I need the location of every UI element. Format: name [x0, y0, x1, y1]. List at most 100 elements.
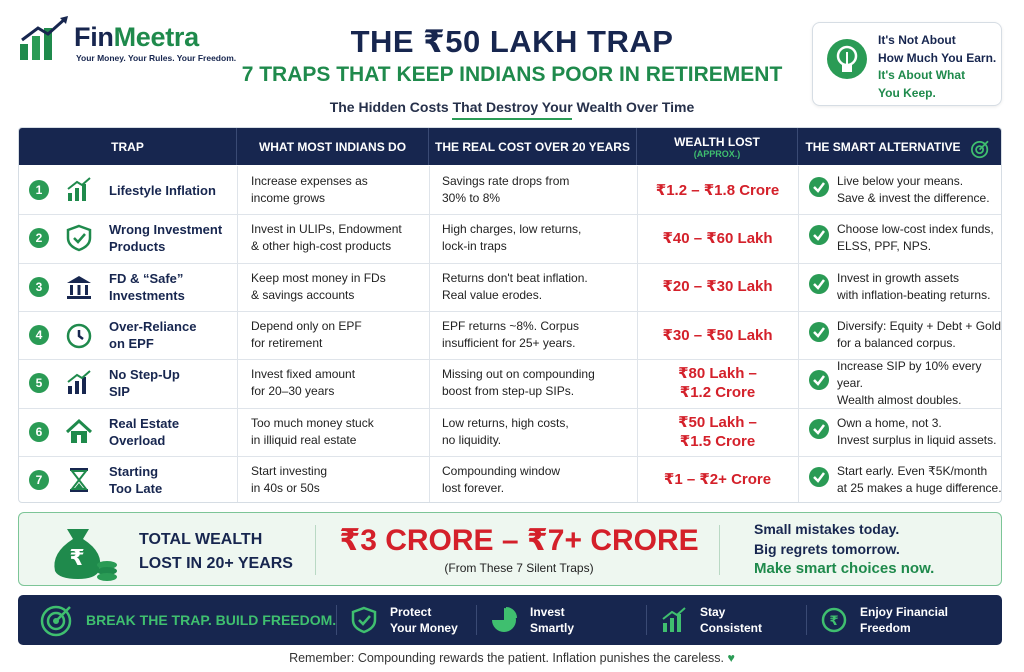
footer-item: Invest Smartly: [530, 604, 574, 636]
subtitle: 7 TRAPS THAT KEEP INDIANS POOR IN RETIRE…: [241, 63, 783, 86]
row-number: 6: [29, 421, 49, 442]
trap-line: Products: [109, 239, 166, 255]
lost-cell: ₹1 – ₹2+ Crore: [637, 456, 798, 502]
bulb-icon: [827, 39, 867, 79]
total-message: Small mistakes today. Big regrets tomorr…: [754, 519, 934, 579]
action-line: Invest fixed amount: [251, 367, 356, 382]
icon-graphic: [67, 177, 91, 202]
svg-text:₹: ₹: [69, 545, 84, 570]
trap-cell: Wrong Investment Products: [109, 214, 239, 262]
alternative-line: with inflation-beating returns.: [837, 287, 991, 302]
footer-icon: [660, 606, 688, 634]
callout-text: It's Not About How Much You Earn. It's A…: [878, 32, 996, 102]
icon-graphic: [809, 370, 829, 391]
call-to-action: Make smart choices now.: [754, 560, 935, 577]
action-cell: Depend only on EPF for retirement: [251, 311, 431, 359]
icon-graphic: [351, 606, 377, 634]
action-cell: Invest in ULIPs, Endowment & other high-c…: [251, 214, 431, 262]
callout-highlight: It's About What: [878, 68, 966, 82]
lost-cell: ₹30 – ₹50 Lakh: [637, 311, 798, 359]
icon-graphic: ₹: [821, 607, 847, 633]
trap-icon: [65, 224, 93, 252]
footer-item: Stay Consistent: [700, 604, 762, 636]
check-icon: [805, 270, 833, 298]
alternative-line: Choose low-cost index funds,: [837, 222, 994, 237]
trap-icon: [65, 273, 93, 301]
cost-cell: Returns don't beat inflation. Real value …: [442, 263, 637, 311]
action-line: income grows: [251, 191, 326, 206]
cost-line: boost from step-up SIPs.: [442, 384, 575, 399]
footer-divider: [806, 605, 807, 635]
trap-line: Overload: [109, 432, 166, 448]
trap-icon: [65, 418, 93, 446]
total-label-line: TOTAL WEALTH: [139, 531, 263, 548]
icon-graphic: [66, 225, 92, 252]
divider: [719, 525, 720, 575]
alternative-line: Start early. Even ₹5K/month: [837, 463, 988, 478]
alternative-cell: Live below your means. Save & invest the …: [837, 166, 1001, 214]
row-divider: [19, 407, 1001, 409]
cost-line: lock-in traps: [442, 239, 507, 254]
action-line: Depend only on EPF: [251, 319, 362, 334]
footer-item-line: Protect: [390, 605, 432, 619]
trap-icon: [65, 321, 93, 349]
icon-graphic: [809, 225, 829, 246]
icon-graphic: [67, 370, 91, 395]
footer-item-line: Consistent: [700, 621, 763, 635]
slogan: BREAK THE TRAP. BUILD FREEDOM.: [86, 612, 337, 628]
brand-part: Fin: [74, 22, 114, 52]
icon-graphic: [492, 607, 517, 632]
icon-graphic: [65, 418, 93, 443]
row-divider: [19, 214, 1001, 216]
total-note: (From These 7 Silent Traps): [444, 561, 594, 575]
row-divider: [19, 359, 1001, 361]
alternative-line: for a balanced corpus.: [837, 336, 956, 351]
header-icon: [967, 137, 995, 158]
footer-divider: [336, 605, 337, 635]
action-line: for retirement: [251, 336, 323, 351]
cost-cell: Low returns, high costs, no liquidity.: [442, 408, 637, 456]
icon-graphic: [69, 467, 89, 492]
row-number: 3: [29, 276, 49, 297]
row-divider: [19, 455, 1001, 457]
icon-graphic: [970, 140, 989, 158]
alternative-cell: Start early. Even ₹5K/month at 25 makes a…: [837, 456, 1001, 502]
trap-line: Too Late: [109, 480, 163, 496]
cost-line: Real value erodes.: [442, 287, 543, 302]
traps-table: TRAP WHAT MOST INDIANS DO THE REAL COST OV…: [18, 127, 1002, 503]
trap-line: SIP: [109, 384, 130, 400]
trap-icon: [65, 369, 93, 397]
cost-line: insufficient for 25+ years.: [442, 336, 576, 351]
trap-line: on EPF: [109, 336, 154, 352]
total-box: ₹ TOTAL WEALTH LOST IN 20+ YEARS ₹3 CROR…: [18, 512, 1002, 586]
lost-line: ₹1.2 Crore: [679, 384, 756, 402]
trap-cell: No Step-Up SIP: [109, 359, 239, 407]
alternative-cell: Increase SIP by 10% every year. Wealth al…: [837, 359, 1001, 407]
title: THE ₹50 LAKH TRAP: [350, 24, 674, 59]
cost-cell: High charges, low returns, lock-in traps: [442, 214, 637, 262]
total-amount: ₹3 CRORE – ₹7+ CRORE: [339, 524, 699, 557]
column-header: TRAP: [19, 128, 237, 165]
lost-line: ₹20 – ₹30 Lakh: [662, 278, 773, 296]
brand-tagline: Your Money. Your Rules. Your Freedom.: [76, 53, 237, 63]
cost-line: Compounding window: [442, 463, 561, 478]
footer-bar: BREAK THE TRAP. BUILD FREEDOM. Protect Yo…: [18, 595, 1002, 645]
alternative-line: Diversify: Equity + Debt + Gold: [837, 319, 1002, 334]
column-header: WEALTH LOST (APPROX.): [637, 128, 798, 165]
column-divider: [237, 166, 238, 502]
heart-icon: ♥: [727, 651, 735, 665]
footer-divider: [476, 605, 477, 635]
divider: [315, 525, 316, 575]
trap-cell: Starting Too Late: [109, 456, 239, 502]
cost-cell: EPF returns ~8%. Corpus insufficient for …: [442, 311, 637, 359]
lost-line: ₹1.5 Crore: [679, 432, 756, 450]
brand: FinMeetra: [74, 22, 199, 53]
cost-line: Savings rate drops from: [442, 174, 570, 189]
alternative-line: Wealth almost doubles.: [837, 392, 962, 407]
lost-line: ₹50 Lakh –: [678, 413, 757, 431]
action-cell: Invest fixed amount for 20–30 years: [251, 359, 431, 407]
cost-line: Missing out on compounding: [442, 367, 595, 382]
lost-line: ₹40 – ₹60 Lakh: [662, 229, 773, 247]
cost-line: no liquidity.: [442, 432, 502, 447]
check-icon: [805, 463, 833, 491]
